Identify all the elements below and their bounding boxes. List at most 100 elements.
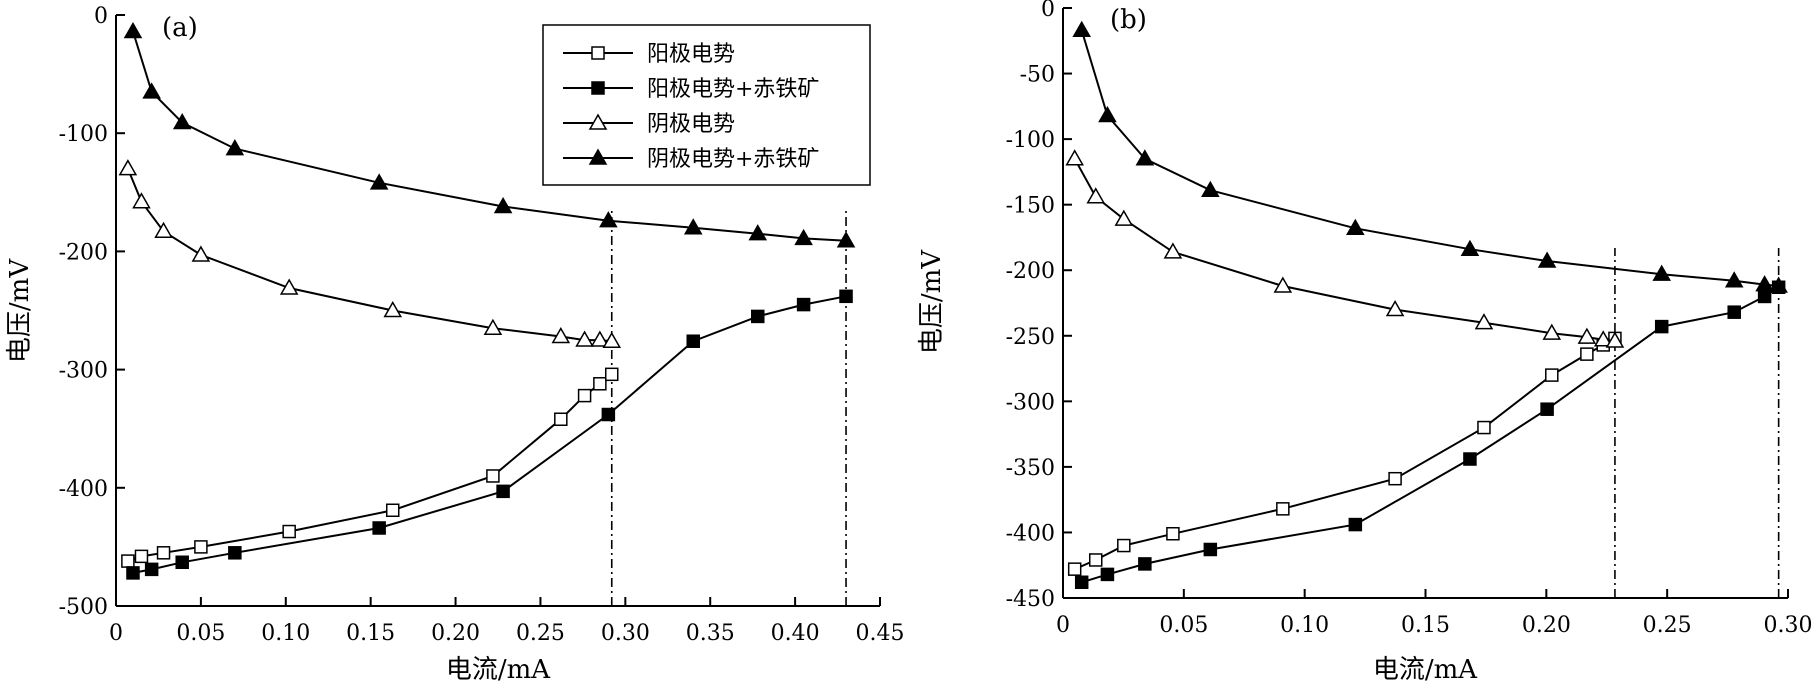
data-point bbox=[1593, 330, 1613, 347]
y-axis-title: 电压/mV bbox=[5, 258, 35, 363]
data-point bbox=[1138, 557, 1152, 571]
x-tick-label: 0.30 bbox=[1764, 613, 1813, 638]
data-point bbox=[121, 554, 135, 568]
data-point bbox=[1460, 239, 1480, 256]
x-tick-label: 0.05 bbox=[176, 621, 225, 646]
data-point bbox=[279, 278, 299, 295]
data-point bbox=[1580, 347, 1594, 361]
y-tick-label: -150 bbox=[1006, 194, 1055, 219]
series-3 bbox=[123, 22, 856, 248]
data-point bbox=[132, 192, 151, 209]
y-axis-title: 电压/mV bbox=[917, 249, 947, 354]
y-tick-label: -50 bbox=[1020, 63, 1055, 88]
legend-label: 阳极电势+赤铁矿 bbox=[647, 77, 819, 102]
data-point bbox=[1135, 149, 1155, 166]
data-point bbox=[1346, 218, 1365, 236]
y-tick-label: -200 bbox=[1006, 259, 1055, 284]
data-point bbox=[1385, 300, 1405, 317]
x-tick-label: 0 bbox=[109, 621, 123, 646]
x-tick-label: 0.10 bbox=[1280, 613, 1329, 638]
data-point bbox=[1577, 327, 1597, 344]
data-point bbox=[794, 228, 813, 246]
series-line bbox=[132, 295, 847, 574]
data-point bbox=[1163, 242, 1183, 259]
data-point bbox=[748, 224, 768, 241]
series-line bbox=[1080, 30, 1779, 287]
data-point bbox=[175, 555, 189, 570]
data-point bbox=[683, 218, 703, 235]
data-point bbox=[599, 211, 618, 228]
data-point bbox=[605, 367, 619, 382]
data-point bbox=[123, 22, 143, 39]
data-point bbox=[554, 412, 568, 426]
data-point bbox=[1114, 209, 1134, 226]
data-point bbox=[369, 173, 389, 190]
data-point bbox=[1065, 149, 1084, 166]
data-point bbox=[1654, 319, 1669, 334]
series-line bbox=[1081, 286, 1780, 584]
data-point bbox=[486, 469, 500, 483]
y-tick-label: 0 bbox=[94, 4, 108, 29]
y-tick-label: -450 bbox=[1006, 587, 1055, 612]
y-tick-label: -400 bbox=[59, 477, 108, 502]
data-point bbox=[1727, 305, 1741, 319]
data-point bbox=[496, 484, 510, 499]
data-point bbox=[1100, 567, 1115, 582]
legend-label: 阴极电势+赤铁矿 bbox=[647, 147, 819, 172]
data-point bbox=[172, 113, 192, 130]
data-point bbox=[1072, 20, 1092, 38]
data-point bbox=[577, 388, 592, 403]
legend-label: 阳极电势 bbox=[647, 42, 735, 67]
series-0 bbox=[121, 367, 619, 568]
data-point bbox=[1537, 251, 1557, 268]
data-point bbox=[1542, 323, 1562, 340]
x-tick-label: 0.10 bbox=[261, 621, 310, 646]
data-point bbox=[1540, 402, 1554, 416]
y-tick-label: 0 bbox=[1041, 0, 1055, 22]
series-line bbox=[127, 373, 613, 563]
data-point bbox=[796, 297, 811, 312]
chart-panel-a: 0 0.05 0.10 0.15 0.20 0.25 0.30 0.35 0.40 0.45 0 -1… bbox=[5, 4, 904, 685]
data-point bbox=[191, 245, 211, 262]
data-point bbox=[1117, 538, 1131, 553]
data-point bbox=[1067, 562, 1082, 576]
data-point bbox=[839, 289, 853, 304]
data-point bbox=[1757, 289, 1772, 304]
data-point bbox=[1098, 105, 1117, 123]
data-point bbox=[686, 334, 700, 348]
data-point bbox=[156, 546, 171, 560]
data-point bbox=[1074, 575, 1089, 590]
legend-marker bbox=[591, 46, 605, 60]
y-tick-label: -100 bbox=[1006, 128, 1055, 153]
x-tick-label: 0.25 bbox=[516, 621, 565, 646]
data-point bbox=[1755, 275, 1774, 292]
x-tick-label: 0 bbox=[1056, 613, 1070, 638]
x-tick-label: 0.35 bbox=[686, 621, 735, 646]
data-point bbox=[372, 521, 386, 535]
data-point bbox=[1348, 517, 1363, 532]
data-point bbox=[1477, 420, 1491, 435]
data-point bbox=[1201, 180, 1220, 197]
data-point bbox=[144, 562, 159, 577]
data-point bbox=[575, 330, 594, 347]
series-3 bbox=[1072, 20, 1788, 293]
data-point bbox=[1273, 276, 1293, 293]
series-2 bbox=[118, 159, 622, 348]
y-tick-label: -500 bbox=[59, 595, 108, 620]
y-tick-label: -300 bbox=[1006, 390, 1055, 415]
data-point bbox=[1724, 271, 1744, 288]
data-point bbox=[1166, 527, 1180, 541]
data-point bbox=[282, 524, 296, 539]
data-point bbox=[1474, 313, 1494, 330]
data-point bbox=[1276, 502, 1290, 516]
legend-label: 阴极电势 bbox=[647, 112, 735, 137]
legend-marker bbox=[588, 113, 608, 130]
data-point bbox=[1545, 368, 1559, 382]
data-point bbox=[1769, 276, 1788, 293]
panel-label: (b) bbox=[1110, 5, 1147, 35]
panel-label: (a) bbox=[162, 13, 198, 43]
data-point bbox=[118, 159, 138, 176]
data-point bbox=[601, 407, 616, 422]
series-1 bbox=[126, 289, 853, 580]
